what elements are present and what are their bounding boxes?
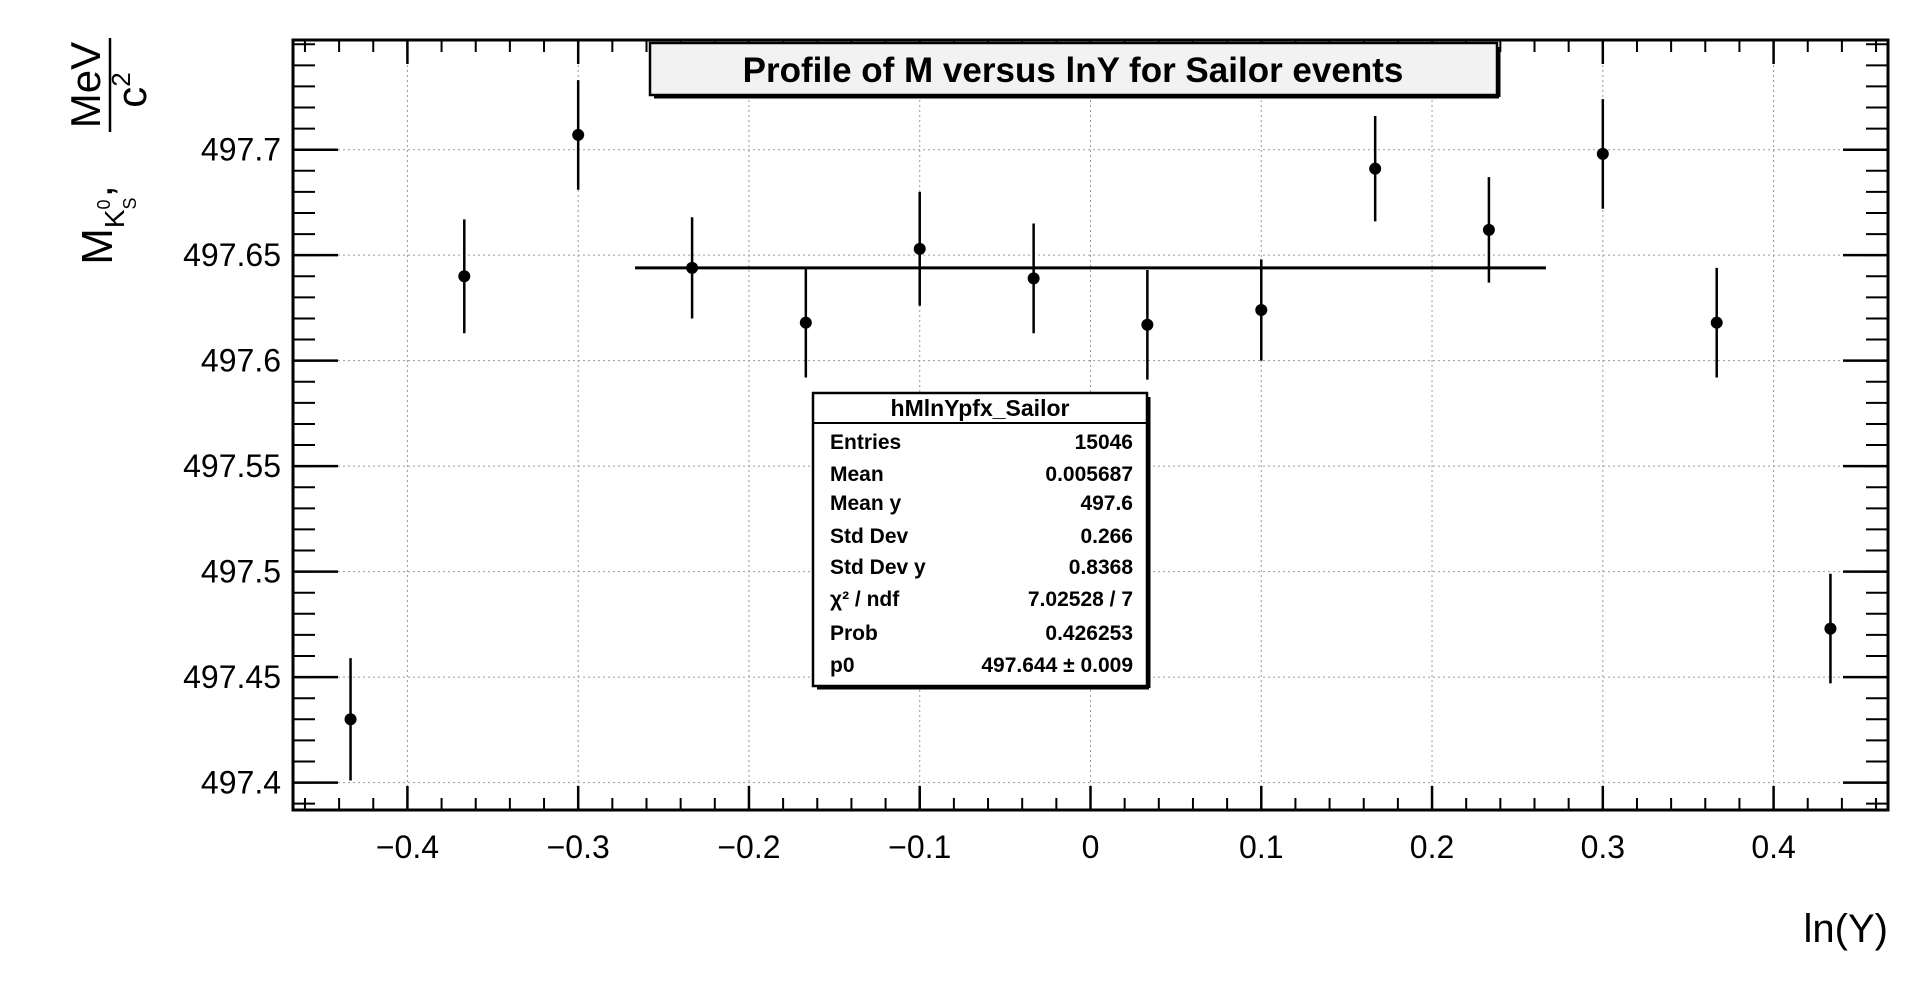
y-axis-label: MK0 S, MeV c2 [62,38,155,265]
data-point [1596,147,1609,160]
data-point [913,242,926,255]
y-tick-label: 497.55 [183,448,281,484]
stats-key: Std Dev [830,525,909,548]
y-label-sub-sup: 0 [94,199,114,209]
stats-value: 15046 [1075,431,1133,454]
y-label-sub-sub: S [120,197,140,209]
x-axis-label: ln(Y) [1804,907,1888,951]
data-point [1255,304,1268,317]
stats-value: 7.02528 / 7 [1028,588,1133,611]
y-tick-label: 497.7 [201,132,281,168]
data-point [572,128,585,141]
data-point [1027,272,1040,285]
stats-value: 497.6 [1080,492,1133,515]
stats-key: Prob [830,622,878,645]
y-label-main: M [73,228,122,265]
data-point [686,261,699,274]
stats-title: hMlnYpfx_Sailor [891,395,1070,421]
y-tick-label: 497.6 [201,343,281,379]
x-tick-labels: −0.4 −0.3 −0.2 −0.1 0 0.1 0.2 0.3 0.4 [376,829,1796,865]
data-point [1824,622,1837,635]
stats-value: 0.005687 [1045,463,1133,486]
stats-value: 497.644 ± 0.009 [981,654,1133,677]
y-label-separator: , [73,185,122,197]
svg-text:c2: c2 [106,72,155,107]
data-points [344,80,1837,781]
x-tick-label: −0.4 [376,829,439,865]
x-tick-label: −0.2 [717,829,780,865]
title-box: Profile of M versus lnY for Sailor event… [648,41,1501,99]
x-tick-label: 0.3 [1581,829,1625,865]
x-tick-label: 0 [1082,829,1100,865]
x-tick-label: −0.3 [547,829,610,865]
data-point [1141,318,1154,331]
y-label-frac-num: MeV [62,42,109,128]
x-tick-label: −0.1 [888,829,951,865]
stats-key: Mean [830,463,884,486]
stats-key: χ² / ndf [830,588,900,611]
data-point [1710,316,1723,329]
x-tick-label: 0.4 [1751,829,1795,865]
y-tick-label: 497.4 [201,765,281,801]
data-point [799,316,812,329]
stats-key: Mean y [830,492,902,515]
stats-rows: Entries 15046 Mean 0.005687 Mean y 497.6 Std D… [830,431,1133,677]
stats-value: 0.8368 [1069,556,1134,579]
y-label-frac-den: c [108,87,155,108]
x-tick-label: 0.2 [1410,829,1454,865]
y-tick-label: 497.45 [183,659,281,695]
data-point [458,270,471,283]
y-tick-label: 497.65 [183,237,281,273]
stats-key: Entries [830,431,901,454]
stats-value: 0.426253 [1045,622,1133,645]
y-label-frac-den-sup: 2 [106,72,136,86]
y-tick-labels: 497.4 497.45 497.5 497.55 497.6 497.65 497.7 [183,132,281,801]
stats-key: Std Dev y [830,556,926,579]
y-label-sub: K [99,209,130,228]
y-tick-label: 497.5 [201,554,281,590]
data-point [344,713,357,726]
chart-title: Profile of M versus lnY for Sailor event… [743,51,1404,90]
data-point [1369,162,1382,175]
stats-value: 0.266 [1080,525,1133,548]
data-point [1482,223,1495,236]
stats-key: p0 [830,654,855,677]
stats-box: hMlnYpfx_Sailor Entries 15046 Mean 0.005687… [811,391,1151,690]
x-tick-label: 0.1 [1239,829,1283,865]
